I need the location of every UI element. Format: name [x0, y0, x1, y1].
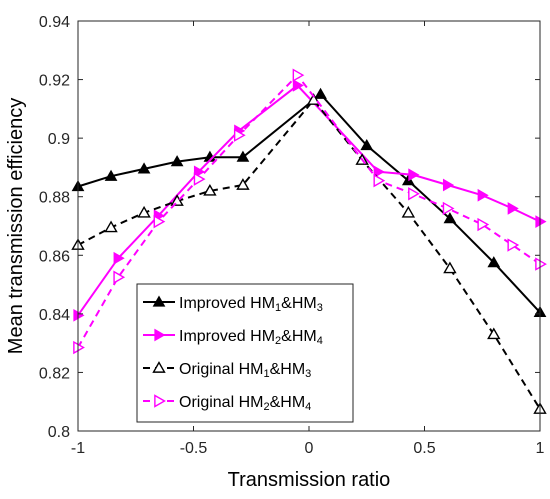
- data-point: [408, 187, 420, 201]
- legend-subscript: 1: [275, 302, 281, 314]
- y-tick-label: 0.86: [39, 248, 70, 265]
- data-point: [442, 201, 455, 216]
- data-point: [104, 220, 118, 233]
- data-point: [73, 308, 85, 322]
- legend-entry: Improved HM1&HM3: [143, 295, 323, 314]
- data-point: [170, 155, 184, 167]
- data-point: [487, 327, 501, 340]
- data-point: [477, 217, 490, 232]
- series-1: [71, 87, 547, 318]
- series-layer: [71, 68, 547, 414]
- series-line: [77, 92, 541, 314]
- data-point: [535, 215, 547, 228]
- y-tick-label: 0.9: [48, 131, 70, 148]
- legend-marker: [152, 295, 166, 307]
- legend-subscript: 2: [275, 335, 281, 347]
- y-tick-label: 0.82: [39, 365, 70, 382]
- data-point: [137, 162, 151, 174]
- series-4: [73, 68, 547, 355]
- legend-label: Improved HM2&HM4: [179, 328, 323, 347]
- axes-layer: -1 -0.5 0 0.5 1 0.8 0.82 0.84 0.86 0.88 0.9 0.92 0.9…: [39, 14, 545, 457]
- x-tick-label: -0.5: [180, 440, 208, 457]
- y-tick-label: 0.84: [39, 307, 70, 324]
- y-tick-label: 0.94: [39, 14, 70, 31]
- data-point: [507, 202, 519, 215]
- legend-subscript: 2: [263, 401, 269, 413]
- data-point: [360, 138, 374, 151]
- legend-text-part: &HM: [270, 394, 306, 411]
- data-point: [233, 128, 246, 142]
- data-point: [170, 194, 184, 206]
- data-point: [292, 79, 304, 92]
- legend-subscript: 1: [263, 368, 269, 380]
- data-point: [113, 251, 125, 265]
- data-point: [113, 270, 126, 284]
- x-tick-label: 1: [536, 440, 545, 457]
- legend-text-part: &HM: [270, 361, 306, 378]
- legend-subscript: 3: [305, 368, 311, 380]
- series-3: [71, 93, 547, 414]
- y-tick-label: 0.92: [39, 73, 70, 90]
- data-point: [443, 212, 457, 224]
- data-point: [104, 169, 118, 181]
- data-point: [73, 340, 85, 355]
- legend-text-part: &HM: [281, 328, 317, 345]
- data-point: [314, 87, 327, 99]
- data-point: [193, 172, 206, 186]
- data-point: [137, 205, 151, 218]
- x-tick-label: 0: [305, 440, 314, 457]
- legend-text-part: Improved HM: [179, 295, 275, 312]
- legend-text-part: Original HM: [179, 394, 263, 411]
- legend-subscript: 3: [317, 302, 323, 314]
- data-point: [292, 68, 305, 82]
- legend-marker: [154, 394, 166, 408]
- legend-label: Improved HM1&HM3: [179, 295, 323, 314]
- legend-box: [136, 283, 354, 423]
- legend-marker: [154, 328, 166, 342]
- legend-label: Original HM1&HM3: [179, 361, 311, 380]
- legend-subscript: 4: [317, 335, 323, 347]
- legend-text-part: &HM: [281, 295, 317, 312]
- data-point: [373, 173, 386, 188]
- legend-entry: Original HM2&HM4: [143, 394, 311, 413]
- data-point: [401, 205, 416, 218]
- legend-marker: [152, 361, 166, 373]
- data-point: [236, 178, 250, 190]
- y-axis-label: Mean transmission efficiency: [5, 98, 27, 354]
- series-line: [77, 73, 541, 348]
- data-point: [306, 93, 321, 105]
- data-point: [203, 183, 217, 196]
- data-point: [443, 261, 457, 274]
- legend-text-part: Improved HM: [179, 328, 275, 345]
- data-point: [487, 256, 501, 268]
- x-tick-label: 0.5: [413, 440, 435, 457]
- y-tick-label: 0.8: [48, 424, 70, 441]
- data-point: [507, 238, 520, 252]
- data-point: [535, 257, 547, 271]
- x-axis-label: Transmission ratio: [228, 469, 391, 491]
- y-tick-label: 0.88: [39, 190, 70, 207]
- series-line: [77, 98, 541, 410]
- legend-subscript: 4: [305, 401, 311, 413]
- legend-entry: Original HM1&HM3: [143, 361, 311, 380]
- data-point: [442, 178, 455, 192]
- data-point: [408, 168, 420, 182]
- legend-label: Original HM2&HM4: [179, 394, 311, 413]
- data-point: [236, 150, 250, 162]
- data-point: [373, 165, 385, 179]
- x-tick-label: -1: [71, 440, 85, 457]
- legend-entry: Improved HM2&HM4: [143, 328, 323, 347]
- data-point: [153, 214, 166, 229]
- legend-text-part: Original HM: [179, 361, 263, 378]
- data-point: [477, 188, 489, 202]
